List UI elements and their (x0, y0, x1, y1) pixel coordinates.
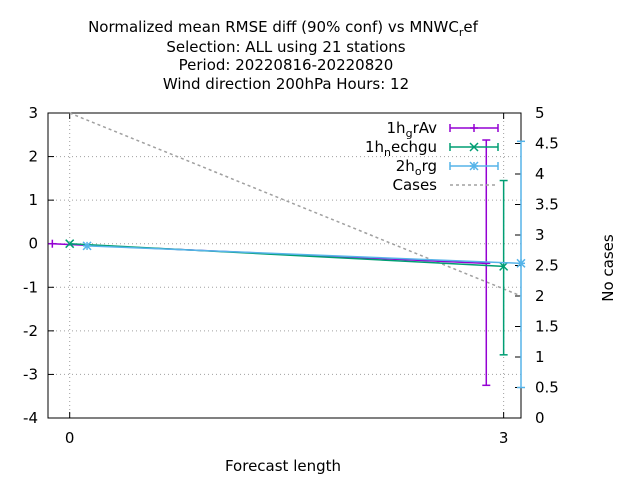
series-point-3 (82, 241, 92, 251)
grid (48, 112, 521, 419)
title-line-1: Normalized mean RMSE diff (90% conf) vs … (88, 18, 479, 39)
y2-tick-label: 3.5 (535, 196, 559, 214)
legend-marker (469, 161, 479, 171)
series-layer (48, 112, 526, 389)
series-point-3 (516, 258, 526, 268)
series-line-3 (87, 245, 522, 265)
chart-title: Normalized mean RMSE diff (90% conf) vs … (88, 18, 479, 93)
marker-stroke (499, 261, 509, 271)
y2-axis-label: No cases (599, 234, 617, 302)
y2-tick-label: 4 (535, 165, 545, 183)
y2-tick-label: 0.5 (535, 379, 559, 397)
marker-stroke (469, 142, 479, 152)
y-tick-label: 3 (28, 104, 38, 122)
cases-line (69, 112, 522, 297)
y-tick-label: 1 (28, 191, 38, 209)
legend-label: 2horg (396, 157, 437, 178)
title-line-4: Wind direction 200hPa Hours: 12 (163, 75, 409, 93)
x-tick-label: 3 (499, 429, 509, 447)
y-tick-label: -1 (23, 278, 38, 296)
legend-label: 1hnechgu (365, 138, 437, 159)
x-tick-label: 0 (65, 429, 75, 447)
y2-tick-label: 2 (535, 287, 545, 305)
y2-tick-label: 2.5 (535, 257, 559, 275)
marker-stroke (82, 241, 92, 251)
series-point-1 (48, 239, 57, 248)
y2-tick-label: 1.5 (535, 318, 559, 336)
y2-tick-label: 3 (535, 226, 545, 244)
y-tick-label: -2 (23, 322, 38, 340)
y-tick-label: -3 (23, 365, 38, 383)
series-point-2 (499, 261, 509, 271)
x-axis-label: Forecast length (225, 457, 341, 475)
y2-tick-label: 1 (535, 348, 545, 366)
y2-tick-label: 5 (535, 104, 545, 122)
legend-marker (470, 124, 478, 132)
plot-frame (47, 112, 522, 419)
y-tick-label: 0 (28, 235, 38, 253)
y2-tick-label: 4.5 (535, 135, 559, 153)
title-line-2: Selection: ALL using 21 stations (166, 38, 405, 56)
title-ref-tail: ef (463, 18, 478, 36)
axes (47, 112, 522, 419)
title-ref-sub: r (459, 26, 464, 39)
marker-stroke (516, 258, 526, 268)
legend-marker (469, 142, 479, 152)
y2-tick-label: 0 (535, 409, 545, 427)
marker-stroke (469, 161, 479, 171)
title-line-3: Period: 20220816-20220820 (179, 56, 394, 74)
y-tick-label: -4 (23, 409, 38, 427)
ticks: 3 2 1 0 -1 -2 -3 -4 5 4.5 4 3.5 3 2.5 2 1.5 1 0.5 0 0 3 (23, 104, 559, 447)
legend-label: Cases (392, 176, 437, 194)
y-tick-label: 2 (28, 148, 38, 166)
marker-stroke (65, 239, 75, 249)
series-point-2 (65, 239, 75, 249)
legend-label: 1hgrAv (387, 119, 438, 140)
